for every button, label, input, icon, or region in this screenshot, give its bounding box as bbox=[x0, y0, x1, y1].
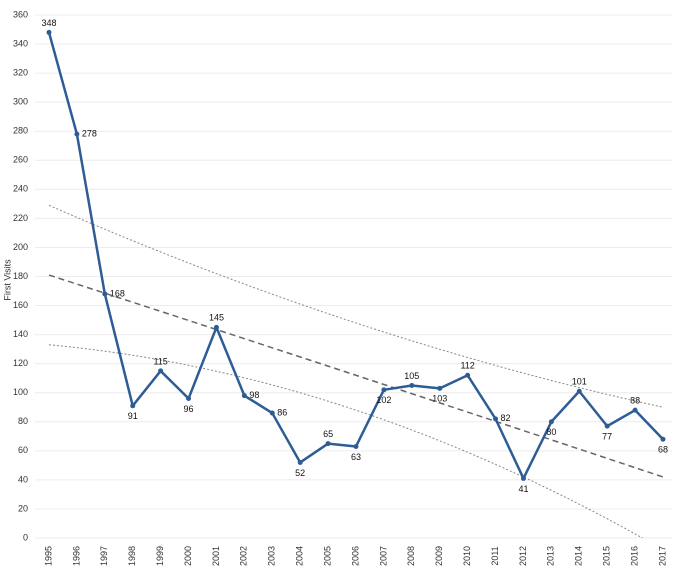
x-tick-label: 2014 bbox=[574, 546, 584, 566]
data-label: 112 bbox=[460, 361, 474, 371]
point bbox=[409, 382, 415, 388]
y-tick-label: 340 bbox=[13, 38, 28, 48]
x-tick-label: 1999 bbox=[155, 546, 165, 566]
x-tick-label: 2015 bbox=[602, 546, 612, 566]
y-tick-label: 180 bbox=[13, 271, 28, 281]
point bbox=[46, 29, 52, 35]
y-tick-label: 40 bbox=[18, 474, 28, 484]
point bbox=[353, 443, 359, 449]
point bbox=[297, 459, 303, 465]
x-tick-label: 2007 bbox=[378, 546, 388, 566]
data-label: 41 bbox=[518, 484, 528, 494]
data-label: 91 bbox=[128, 411, 138, 421]
point bbox=[493, 416, 499, 422]
x-tick-label: 1998 bbox=[127, 546, 137, 566]
data-label: 278 bbox=[82, 129, 97, 139]
y-tick-label: 80 bbox=[18, 416, 28, 426]
point bbox=[74, 131, 80, 137]
data-label: 80 bbox=[546, 427, 556, 437]
point bbox=[548, 419, 554, 425]
y-tick-label: 60 bbox=[18, 445, 28, 455]
x-tick-label: 2011 bbox=[490, 546, 500, 565]
x-tick-label: 2013 bbox=[546, 546, 556, 566]
x-tick-label: 2005 bbox=[322, 546, 332, 566]
data-label: 96 bbox=[184, 404, 194, 414]
x-tick-label: 2008 bbox=[406, 546, 416, 566]
y-tick-label: 320 bbox=[13, 67, 28, 77]
x-tick-label: 2009 bbox=[434, 546, 444, 566]
x-tick-label: 2001 bbox=[211, 546, 221, 566]
data-label: 103 bbox=[432, 394, 447, 404]
data-label: 63 bbox=[351, 452, 361, 462]
y-tick-label: 260 bbox=[13, 155, 28, 165]
point bbox=[241, 393, 247, 399]
y-tick-label: 280 bbox=[13, 126, 28, 136]
data-label: 86 bbox=[277, 407, 287, 417]
line bbox=[47, 32, 664, 480]
point bbox=[381, 387, 387, 393]
x-tick-label: 1995 bbox=[43, 546, 53, 566]
data-label: 68 bbox=[658, 445, 668, 455]
data-label: 115 bbox=[153, 356, 167, 366]
data-label: 145 bbox=[209, 313, 224, 323]
data-label: 168 bbox=[110, 288, 125, 298]
data-label: 105 bbox=[404, 371, 419, 381]
x-tick-label: 2002 bbox=[239, 546, 249, 566]
trend-line bbox=[48, 274, 664, 478]
point bbox=[437, 385, 443, 391]
data-label: 101 bbox=[572, 377, 587, 387]
x-tick-label: 2006 bbox=[350, 546, 360, 566]
y-axis-title: First Visits bbox=[2, 259, 12, 301]
y-tick-label: 0 bbox=[23, 532, 28, 542]
trend-line bbox=[48, 204, 664, 408]
point bbox=[213, 324, 219, 330]
point bbox=[465, 372, 471, 378]
point bbox=[604, 423, 610, 429]
y-tick-label: 240 bbox=[13, 184, 28, 194]
data-label: 52 bbox=[295, 468, 305, 478]
data-label: 65 bbox=[323, 429, 333, 439]
data-label: 77 bbox=[602, 432, 612, 442]
data-label: 348 bbox=[41, 18, 56, 28]
point bbox=[186, 396, 192, 402]
y-tick-label: 140 bbox=[13, 329, 28, 339]
x-tick-label: 2017 bbox=[657, 546, 667, 566]
trend-line bbox=[48, 344, 644, 538]
x-tick-label: 2004 bbox=[295, 546, 305, 566]
x-tick-label: 2012 bbox=[518, 546, 528, 566]
point bbox=[576, 388, 582, 394]
point bbox=[269, 410, 275, 416]
y-tick-label: 200 bbox=[13, 242, 28, 252]
data-label: 82 bbox=[501, 413, 511, 423]
point bbox=[102, 291, 108, 297]
x-tick-label: 1997 bbox=[99, 546, 109, 566]
y-tick-label: 360 bbox=[13, 9, 28, 19]
data-label: 102 bbox=[376, 395, 391, 405]
x-tick-label: 1996 bbox=[71, 546, 81, 566]
x-tick-label: 2000 bbox=[183, 546, 193, 566]
y-tick-label: 160 bbox=[13, 300, 28, 310]
data-label: 88 bbox=[630, 396, 640, 406]
x-tick-label: 2010 bbox=[462, 546, 472, 566]
y-tick-label: 100 bbox=[13, 387, 28, 397]
point bbox=[520, 475, 526, 481]
point bbox=[660, 436, 666, 442]
y-tick-label: 120 bbox=[13, 358, 28, 368]
point bbox=[325, 441, 331, 447]
point bbox=[130, 403, 136, 409]
x-tick-label: 2016 bbox=[629, 546, 639, 566]
x-tick-label: 2003 bbox=[267, 546, 277, 566]
y-tick-label: 300 bbox=[13, 97, 28, 107]
y-tick-label: 220 bbox=[13, 213, 28, 223]
point bbox=[158, 368, 164, 374]
point bbox=[632, 407, 638, 413]
y-tick-label: 20 bbox=[18, 503, 28, 513]
data-label: 98 bbox=[249, 390, 259, 400]
